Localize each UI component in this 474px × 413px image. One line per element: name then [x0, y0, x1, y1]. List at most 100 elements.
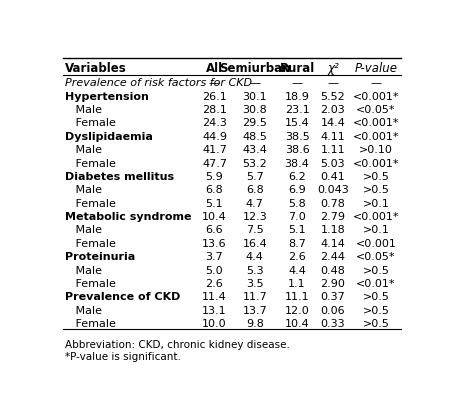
Text: 29.5: 29.5 — [242, 118, 267, 128]
Text: <0.05*: <0.05* — [356, 105, 396, 115]
Text: >0.5: >0.5 — [363, 318, 390, 328]
Text: Dyslipidaemia: Dyslipidaemia — [65, 131, 153, 141]
Text: 0.043: 0.043 — [317, 185, 349, 195]
Text: 7.0: 7.0 — [288, 211, 306, 221]
Text: Hypertension: Hypertension — [65, 91, 149, 101]
Text: 11.1: 11.1 — [285, 292, 310, 301]
Text: Rural: Rural — [280, 62, 315, 75]
Text: 6.2: 6.2 — [288, 171, 306, 181]
Text: 5.3: 5.3 — [246, 265, 264, 275]
Text: >0.1: >0.1 — [363, 225, 390, 235]
Text: 28.1: 28.1 — [202, 105, 227, 115]
Text: 7.5: 7.5 — [246, 225, 264, 235]
Text: 5.0: 5.0 — [206, 265, 223, 275]
Text: 11.7: 11.7 — [243, 292, 267, 301]
Text: 0.48: 0.48 — [320, 265, 346, 275]
Text: 44.9: 44.9 — [202, 131, 227, 141]
Text: 6.9: 6.9 — [288, 185, 306, 195]
Text: 1.11: 1.11 — [320, 145, 345, 155]
Text: Male: Male — [65, 145, 102, 155]
Text: <0.001*: <0.001* — [353, 131, 399, 141]
Text: *P-value is significant.: *P-value is significant. — [65, 351, 181, 361]
Text: —: — — [371, 78, 382, 88]
Text: 48.5: 48.5 — [242, 131, 267, 141]
Text: Proteinuria: Proteinuria — [65, 252, 135, 261]
Text: 18.9: 18.9 — [285, 91, 310, 101]
Text: Variables: Variables — [65, 62, 127, 75]
Text: Female: Female — [65, 318, 116, 328]
Text: <0.001*: <0.001* — [353, 158, 399, 168]
Text: —: — — [209, 78, 220, 88]
Text: >0.5: >0.5 — [363, 305, 390, 315]
Text: <0.001*: <0.001* — [353, 118, 399, 128]
Text: 3.7: 3.7 — [206, 252, 223, 261]
Text: <0.001: <0.001 — [356, 238, 397, 248]
Text: 3.5: 3.5 — [246, 278, 264, 288]
Text: >0.10: >0.10 — [359, 145, 393, 155]
Text: Male: Male — [65, 105, 102, 115]
Text: 23.1: 23.1 — [285, 105, 310, 115]
Text: Female: Female — [65, 278, 116, 288]
Text: Semiurban: Semiurban — [219, 62, 291, 75]
Text: 6.8: 6.8 — [246, 185, 264, 195]
Text: 43.4: 43.4 — [242, 145, 267, 155]
Text: 16.4: 16.4 — [243, 238, 267, 248]
Text: 2.03: 2.03 — [320, 105, 345, 115]
Text: Female: Female — [65, 118, 116, 128]
Text: Male: Male — [65, 265, 102, 275]
Text: Prevalence of CKD: Prevalence of CKD — [65, 292, 180, 301]
Text: 4.4: 4.4 — [246, 252, 264, 261]
Text: 0.78: 0.78 — [320, 198, 346, 208]
Text: 10.4: 10.4 — [285, 318, 310, 328]
Text: <0.001*: <0.001* — [353, 91, 399, 101]
Text: 47.7: 47.7 — [202, 158, 227, 168]
Text: 41.7: 41.7 — [202, 145, 227, 155]
Text: Metabolic syndrome: Metabolic syndrome — [65, 211, 191, 221]
Text: 0.06: 0.06 — [320, 305, 345, 315]
Text: 5.52: 5.52 — [320, 91, 345, 101]
Text: 5.9: 5.9 — [206, 171, 223, 181]
Text: 5.03: 5.03 — [320, 158, 345, 168]
Text: >0.5: >0.5 — [363, 171, 390, 181]
Text: 1.18: 1.18 — [320, 225, 345, 235]
Text: 13.1: 13.1 — [202, 305, 227, 315]
Text: Male: Male — [65, 185, 102, 195]
Text: <0.05*: <0.05* — [356, 252, 396, 261]
Text: χ²: χ² — [327, 62, 339, 75]
Text: >0.5: >0.5 — [363, 292, 390, 301]
Text: 5.7: 5.7 — [246, 171, 264, 181]
Text: Abbreviation: CKD, chronic kidney disease.: Abbreviation: CKD, chronic kidney diseas… — [65, 339, 290, 349]
Text: 11.4: 11.4 — [202, 292, 227, 301]
Text: 2.79: 2.79 — [320, 211, 346, 221]
Text: All: All — [206, 62, 223, 75]
Text: 4.14: 4.14 — [320, 238, 346, 248]
Text: 38.5: 38.5 — [285, 131, 310, 141]
Text: 2.44: 2.44 — [320, 252, 346, 261]
Text: Female: Female — [65, 238, 116, 248]
Text: 13.6: 13.6 — [202, 238, 227, 248]
Text: <0.01*: <0.01* — [356, 278, 396, 288]
Text: 13.7: 13.7 — [243, 305, 267, 315]
Text: Male: Male — [65, 225, 102, 235]
Text: 2.6: 2.6 — [288, 252, 306, 261]
Text: 8.7: 8.7 — [288, 238, 306, 248]
Text: <0.001*: <0.001* — [353, 211, 399, 221]
Text: P-value: P-value — [355, 62, 398, 75]
Text: 0.33: 0.33 — [320, 318, 345, 328]
Text: 6.6: 6.6 — [206, 225, 223, 235]
Text: 30.8: 30.8 — [243, 105, 267, 115]
Text: Female: Female — [65, 158, 116, 168]
Text: 12.3: 12.3 — [243, 211, 267, 221]
Text: 4.11: 4.11 — [320, 131, 345, 141]
Text: 10.0: 10.0 — [202, 318, 227, 328]
Text: Female: Female — [65, 198, 116, 208]
Text: 53.2: 53.2 — [243, 158, 267, 168]
Text: 2.90: 2.90 — [320, 278, 346, 288]
Text: —: — — [249, 78, 260, 88]
Text: —: — — [328, 78, 338, 88]
Text: >0.1: >0.1 — [363, 198, 390, 208]
Text: 14.4: 14.4 — [320, 118, 346, 128]
Text: 4.4: 4.4 — [288, 265, 306, 275]
Text: 5.1: 5.1 — [288, 225, 306, 235]
Text: 26.1: 26.1 — [202, 91, 227, 101]
